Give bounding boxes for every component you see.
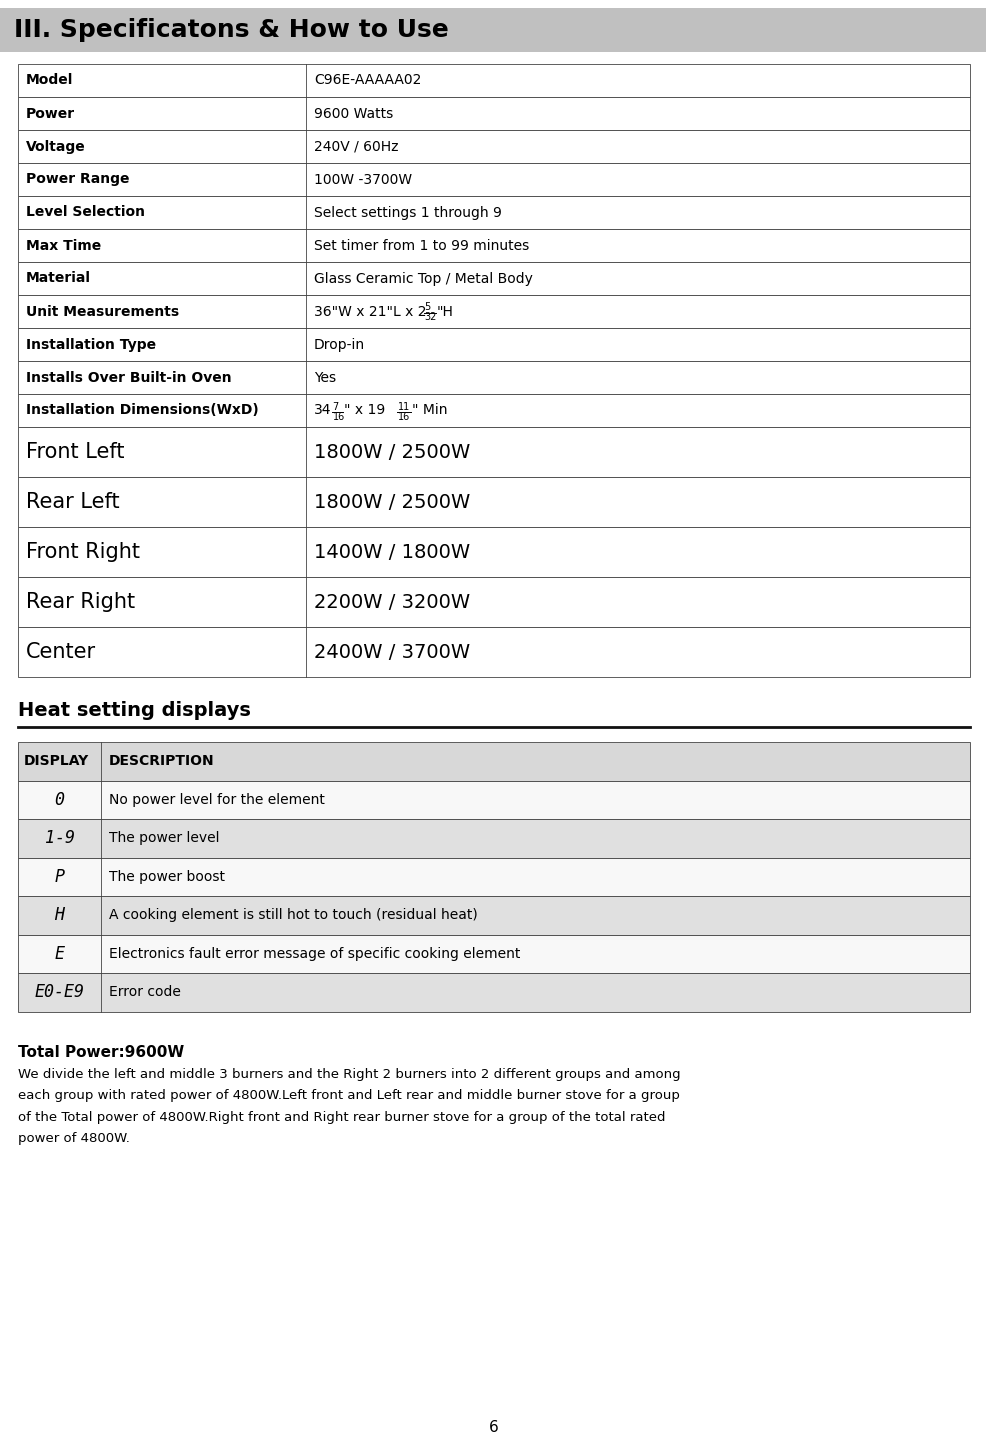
- Text: "H: "H: [437, 304, 454, 319]
- Text: of the Total power of 4800W.Right front and Right rear burner stove for a group : of the Total power of 4800W.Right front …: [18, 1110, 665, 1123]
- Text: DESCRIPTION: DESCRIPTION: [108, 754, 214, 769]
- Bar: [18, 895, 969, 934]
- Text: Front Left: Front Left: [26, 443, 124, 461]
- Text: Voltage: Voltage: [26, 140, 86, 153]
- Bar: [18, 973, 969, 1011]
- Text: each group with rated power of 4800W.Left front and Left rear and middle burner : each group with rated power of 4800W.Lef…: [18, 1090, 679, 1103]
- Text: E0-E9: E0-E9: [35, 983, 85, 1001]
- Text: A cooking element is still hot to touch (residual heat): A cooking element is still hot to touch …: [108, 908, 477, 923]
- Text: Installation Type: Installation Type: [26, 337, 156, 352]
- Text: 100W -3700W: 100W -3700W: [314, 173, 412, 186]
- Text: 240V / 60Hz: 240V / 60Hz: [314, 140, 398, 153]
- Text: Rear Right: Rear Right: [26, 593, 135, 611]
- Text: 32: 32: [424, 313, 436, 323]
- Text: 7: 7: [332, 401, 338, 411]
- Text: Material: Material: [26, 271, 91, 286]
- Text: Total Power:9600W: Total Power:9600W: [18, 1045, 184, 1060]
- Text: " x 19: " x 19: [343, 404, 385, 418]
- Text: Unit Measurements: Unit Measurements: [26, 304, 178, 319]
- Bar: [18, 130, 969, 163]
- Text: Heat setting displays: Heat setting displays: [18, 701, 250, 720]
- Bar: [18, 780, 969, 819]
- Text: 1400W / 1800W: 1400W / 1800W: [314, 542, 469, 561]
- Text: Max Time: Max Time: [26, 238, 102, 252]
- Bar: [18, 394, 969, 427]
- Text: H: H: [54, 906, 64, 924]
- Text: 1-9: 1-9: [44, 829, 74, 848]
- Text: 0: 0: [54, 790, 64, 809]
- Text: 2400W / 3700W: 2400W / 3700W: [314, 643, 469, 662]
- Text: Model: Model: [26, 74, 73, 88]
- Text: 9600 Watts: 9600 Watts: [314, 107, 392, 121]
- Text: Front Right: Front Right: [26, 542, 140, 562]
- Bar: [18, 627, 969, 676]
- Text: P: P: [54, 868, 64, 885]
- Text: Select settings 1 through 9: Select settings 1 through 9: [314, 206, 501, 219]
- Bar: [18, 743, 969, 780]
- Text: The power boost: The power boost: [108, 870, 225, 884]
- Text: Error code: Error code: [108, 985, 180, 999]
- Text: Rear Left: Rear Left: [26, 492, 119, 512]
- Text: E: E: [54, 945, 64, 963]
- Bar: [18, 819, 969, 858]
- Text: 34: 34: [314, 404, 331, 418]
- Text: Electronics fault error message of specific cooking element: Electronics fault error message of speci…: [108, 947, 520, 960]
- Text: 16: 16: [332, 411, 344, 421]
- Text: 36"W x 21"L x 2: 36"W x 21"L x 2: [314, 304, 426, 319]
- Text: We divide the left and middle 3 burners and the Right 2 burners into 2 different: We divide the left and middle 3 burners …: [18, 1069, 680, 1082]
- Bar: [18, 262, 969, 296]
- Bar: [18, 934, 969, 973]
- Text: Drop-in: Drop-in: [314, 337, 365, 352]
- Text: Yes: Yes: [314, 371, 336, 385]
- Text: 11: 11: [397, 401, 409, 411]
- Text: 6: 6: [488, 1419, 498, 1435]
- Text: 2200W / 3200W: 2200W / 3200W: [314, 593, 469, 611]
- Text: DISPLAY: DISPLAY: [24, 754, 89, 769]
- Text: " Min: " Min: [411, 404, 447, 418]
- Text: III. Specificatons & How to Use: III. Specificatons & How to Use: [14, 17, 449, 42]
- Text: Level Selection: Level Selection: [26, 206, 145, 219]
- Text: power of 4800W.: power of 4800W.: [18, 1132, 130, 1145]
- Bar: [18, 296, 969, 327]
- Bar: [18, 526, 969, 577]
- Text: Set timer from 1 to 99 minutes: Set timer from 1 to 99 minutes: [314, 238, 528, 252]
- Text: No power level for the element: No power level for the element: [108, 793, 324, 806]
- Bar: [18, 327, 969, 360]
- Bar: [0, 9, 986, 52]
- Text: 1800W / 2500W: 1800W / 2500W: [314, 493, 469, 512]
- Bar: [18, 229, 969, 262]
- Text: 5: 5: [424, 303, 430, 313]
- Text: 16: 16: [397, 411, 409, 421]
- Bar: [18, 196, 969, 229]
- Bar: [18, 97, 969, 130]
- Text: Installs Over Built-in Oven: Installs Over Built-in Oven: [26, 371, 232, 385]
- Text: Glass Ceramic Top / Metal Body: Glass Ceramic Top / Metal Body: [314, 271, 532, 286]
- Bar: [18, 477, 969, 526]
- Text: The power level: The power level: [108, 831, 219, 845]
- Text: 1800W / 2500W: 1800W / 2500W: [314, 443, 469, 461]
- Bar: [18, 63, 969, 97]
- Bar: [18, 577, 969, 627]
- Bar: [18, 858, 969, 895]
- Text: Center: Center: [26, 642, 96, 662]
- Text: C96E-AAAAA02: C96E-AAAAA02: [314, 74, 421, 88]
- Text: Power: Power: [26, 107, 75, 121]
- Bar: [18, 163, 969, 196]
- Bar: [18, 360, 969, 394]
- Bar: [18, 427, 969, 477]
- Text: Power Range: Power Range: [26, 173, 129, 186]
- Text: Installation Dimensions(WxD): Installation Dimensions(WxD): [26, 404, 258, 418]
